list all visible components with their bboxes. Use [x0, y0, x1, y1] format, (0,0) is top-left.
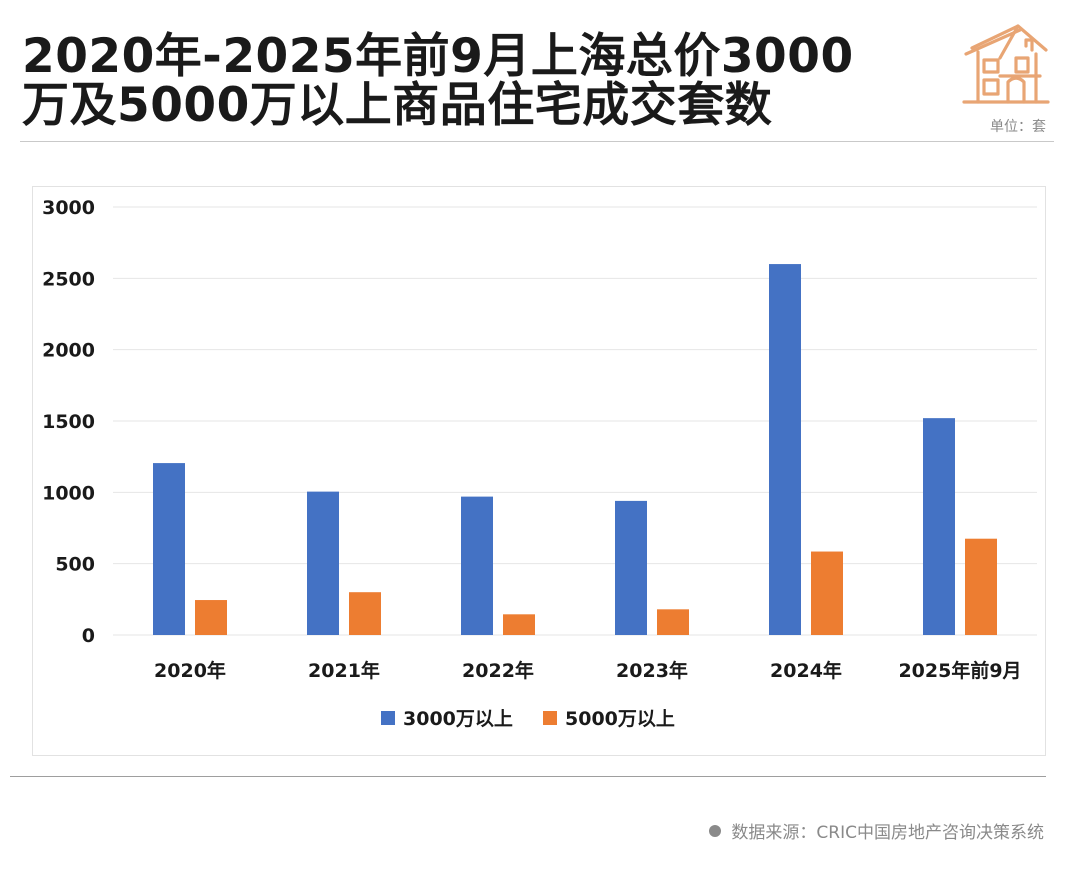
unit-label: 单位：套 [990, 119, 1046, 135]
bar-series-b-4 [811, 551, 843, 635]
legend-label-0: 3000万以上 [403, 708, 513, 730]
chart-title: 2020年-2025年前9月上海总价3000 万及5000万以上商品住宅成交套数 [22, 32, 854, 130]
y-tick-label: 0 [82, 625, 95, 647]
legend: 3000万以上 5000万以上 [381, 708, 675, 730]
chart-title-line-1: 2020年-2025年前9月上海总价3000 [22, 29, 854, 84]
house-icon [962, 24, 1050, 104]
bar-series-a-0 [153, 463, 185, 635]
y-tick-label: 3000 [42, 197, 95, 219]
source-text: 数据来源：CRIC中国房地产咨询决策系统 [731, 823, 1044, 843]
x-category-label: 2021年 [308, 659, 380, 682]
bar-chart: 0 500 1000 1500 2000 2500 3000 2020年 2021年 2022年… [42, 197, 1037, 730]
gridlines [113, 206, 1037, 636]
bars [153, 264, 997, 635]
legend-swatch-0 [381, 711, 395, 725]
bar-series-a-4 [769, 264, 801, 635]
x-category-label: 2023年 [616, 659, 688, 682]
bar-series-a-1 [307, 491, 339, 635]
y-axis-ticks: 0 500 1000 1500 2000 2500 3000 [42, 197, 95, 647]
bar-series-b-1 [349, 592, 381, 635]
house-icon-strokes [962, 24, 1050, 104]
x-axis-categories: 2020年 2021年 2022年 2023年 2024年 2025年前9月 [154, 659, 1022, 682]
y-tick-label: 2500 [42, 268, 95, 290]
bar-series-a-3 [615, 500, 647, 635]
chart-area: 0 500 1000 1500 2000 2500 3000 2020年 2021年 2022年… [32, 186, 1046, 756]
bar-series-a-5 [923, 418, 955, 635]
legend-label-1: 5000万以上 [565, 708, 675, 730]
bar-series-a-2 [461, 496, 493, 635]
y-tick-label: 2000 [42, 340, 95, 362]
x-category-label: 2020年 [154, 659, 226, 682]
x-category-label: 2025年前9月 [898, 659, 1021, 682]
source-note: 数据来源：CRIC中国房地产咨询决策系统 [709, 818, 1044, 843]
bar-series-b-3 [657, 609, 689, 635]
bar-series-b-5 [965, 538, 997, 635]
chart-title-line-2: 万及5000万以上商品住宅成交套数 [22, 78, 773, 133]
footer-divider [10, 776, 1046, 777]
y-tick-label: 1000 [42, 482, 95, 504]
bar-series-b-2 [503, 614, 535, 635]
x-category-label: 2022年 [462, 659, 534, 682]
y-tick-label: 500 [55, 554, 95, 576]
x-category-label: 2024年 [770, 659, 842, 682]
legend-swatch-1 [543, 711, 557, 725]
y-tick-label: 1500 [42, 411, 95, 433]
title-divider [20, 141, 1054, 142]
bullet-dot-icon [709, 825, 722, 837]
bar-series-b-0 [195, 600, 227, 635]
